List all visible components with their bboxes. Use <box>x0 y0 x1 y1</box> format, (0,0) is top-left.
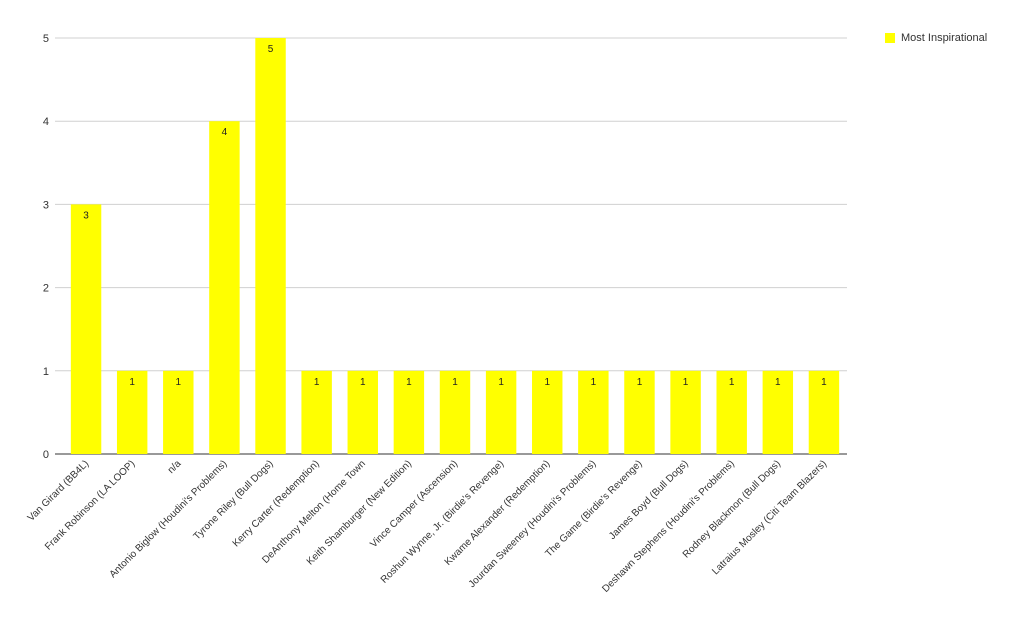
bar <box>762 370 794 454</box>
y-tick-label: 3 <box>43 199 49 211</box>
x-tick-label: Frank Robinson (LA LOOP) <box>43 458 137 552</box>
x-tick-label: Tyrone Riley (Bull Dogs) <box>192 458 276 542</box>
legend-label: Most Inspirational <box>901 32 988 44</box>
x-tick-label: Rodney Blackmon (Bull Dogs) <box>681 458 783 560</box>
bar <box>255 38 286 454</box>
bar-value-label: 1 <box>314 377 320 388</box>
y-tick-label: 5 <box>43 33 49 45</box>
legend: Most Inspirational <box>885 32 987 44</box>
bar-value-label: 4 <box>222 127 228 138</box>
bar <box>624 370 655 454</box>
bar <box>347 370 378 454</box>
bar-value-label: 1 <box>129 377 135 388</box>
x-tick-label: James Boyd (Bull Dogs) <box>607 458 691 542</box>
y-tick-label: 1 <box>43 366 49 378</box>
bar-value-label: 1 <box>683 377 689 388</box>
legend-swatch <box>885 33 895 43</box>
bar <box>301 370 332 454</box>
bar-value-label: 1 <box>406 377 412 388</box>
x-tick-label: Kerry Carter (Redemption) <box>231 458 322 549</box>
bar <box>163 370 194 454</box>
bar <box>393 370 425 454</box>
bar-value-label: 1 <box>821 377 827 388</box>
bar-value-label: 1 <box>360 377 366 388</box>
bar-value-label: 1 <box>591 377 597 388</box>
y-axis-ticks: 0 1 2 3 4 5 <box>43 33 49 461</box>
bar <box>532 370 563 454</box>
bar <box>439 370 471 454</box>
x-axis-ticks: Van Girard (BB4L)Frank Robinson (LA LOOP… <box>26 458 829 595</box>
y-tick-label: 0 <box>43 449 49 461</box>
bar-value-label: 5 <box>268 44 274 55</box>
bar <box>485 370 517 454</box>
bar-value-label: 1 <box>452 377 458 388</box>
x-tick-label: The Game (Birdie's Revenge) <box>543 458 644 559</box>
bar-value-label: 1 <box>498 377 504 388</box>
bar <box>578 370 609 454</box>
bar-value-label: 3 <box>83 210 89 221</box>
bar <box>670 370 701 454</box>
bar-value-label: 1 <box>637 377 643 388</box>
bar <box>716 370 747 454</box>
data-labels: 3 1 1 4 5 1 1 1 1 1 1 1 1 1 1 1 1 <box>83 44 827 388</box>
x-tick-label: n/a <box>166 458 184 476</box>
bar-value-label: 1 <box>775 377 781 388</box>
y-tick-label: 2 <box>43 283 49 295</box>
bar-value-label: 1 <box>544 377 550 388</box>
x-tick-label: Vince Camper (Ascension) <box>368 458 460 550</box>
bar <box>116 370 148 454</box>
y-tick-label: 4 <box>43 116 49 128</box>
bar-value-label: 1 <box>176 377 182 388</box>
bar <box>209 121 240 454</box>
bars <box>70 38 840 454</box>
bar-value-label: 1 <box>729 377 735 388</box>
bar <box>70 204 102 454</box>
bar <box>808 370 840 454</box>
